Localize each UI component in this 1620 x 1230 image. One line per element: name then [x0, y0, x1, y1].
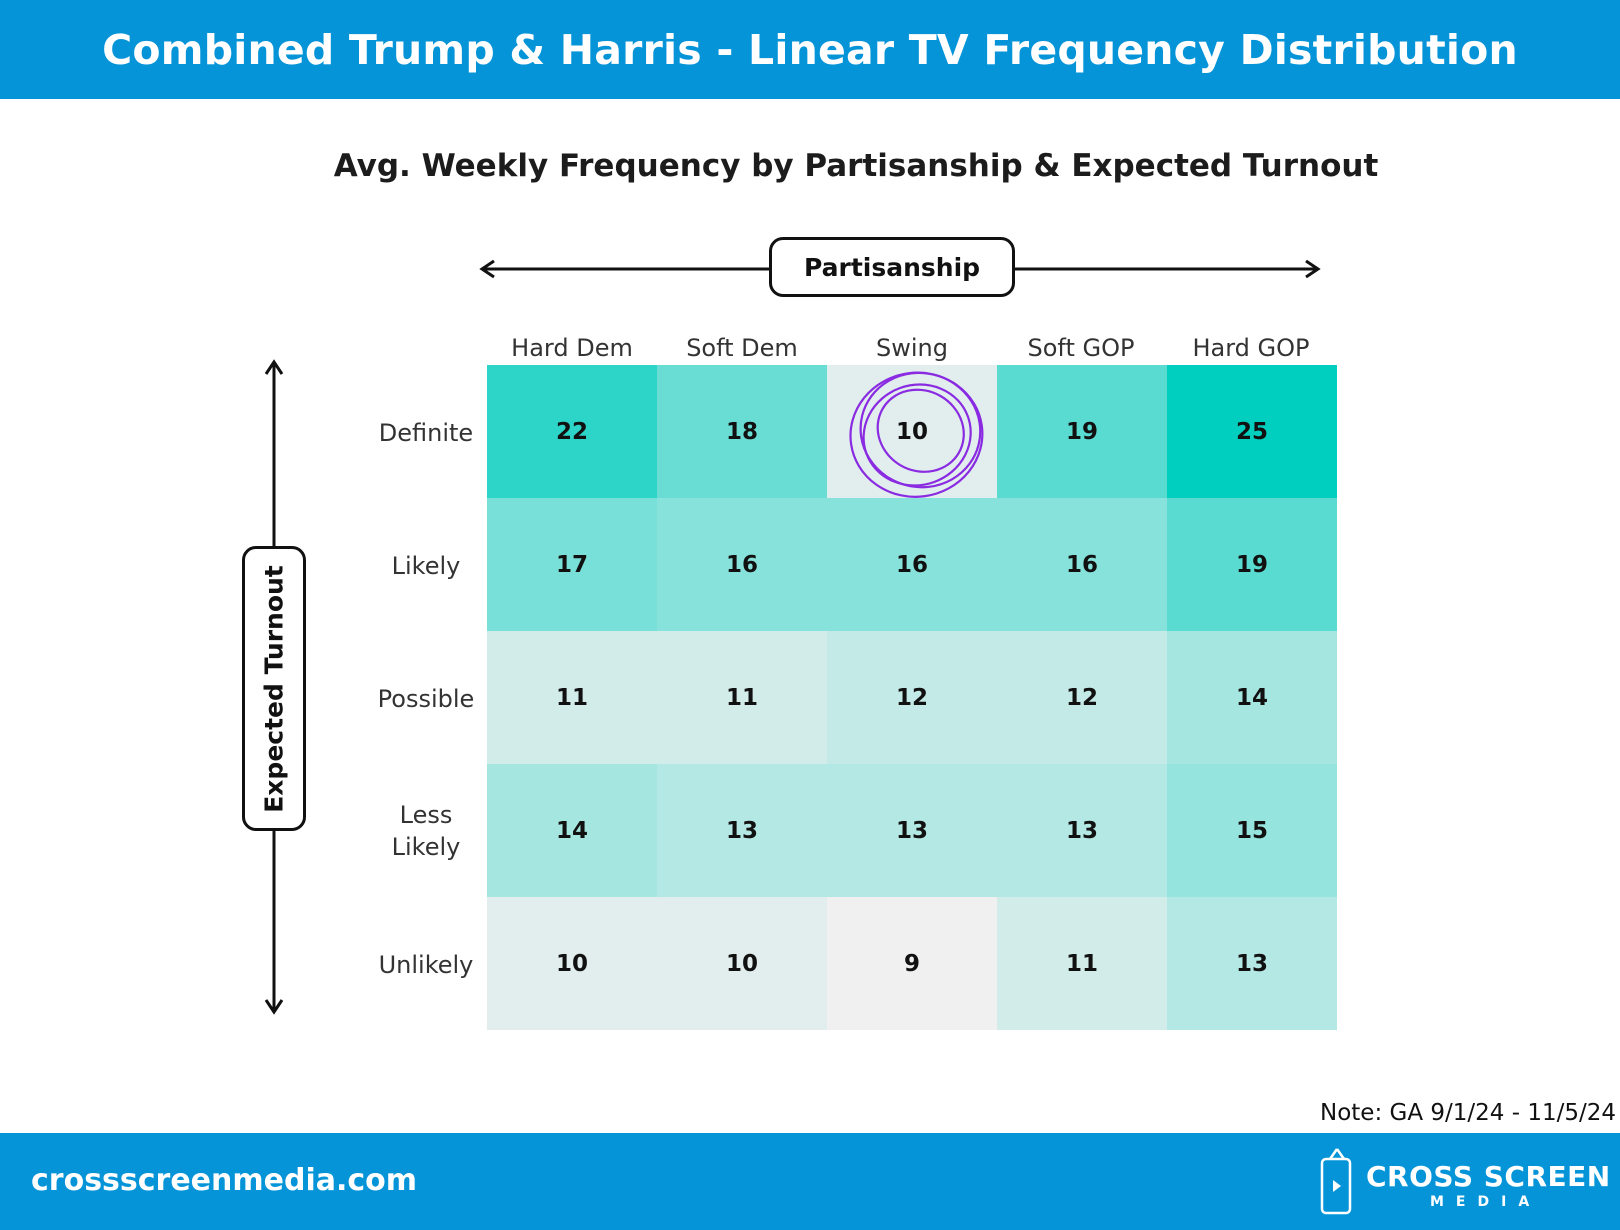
heatmap-cell-definite-hard-gop: 25 — [1167, 365, 1337, 498]
heatmap-cell-unlikely-hard-dem: 10 — [487, 897, 657, 1030]
heatmap-cell-unlikely-soft-dem: 10 — [657, 897, 827, 1030]
heatmap-cell-definite-soft-dem: 18 — [657, 365, 827, 498]
heatmap-cell-less-likely-hard-dem: 14 — [487, 764, 657, 897]
heatmap-cell-likely-swing: 16 — [827, 498, 997, 631]
heatmap-cell-possible-soft-gop: 12 — [997, 631, 1167, 764]
heatmap-cell-unlikely-hard-gop: 13 — [1167, 897, 1337, 1030]
heatmap-cell-likely-soft-gop: 16 — [997, 498, 1167, 631]
heatmap-cell-definite-swing: 10 — [827, 365, 997, 498]
x-axis-arrow — [479, 259, 1321, 279]
row-label-less-likely: Less Likely — [391, 801, 461, 861]
y-axis-title: Expected Turnout — [242, 546, 306, 831]
row-label-possible: Possible — [377, 685, 475, 713]
page-header: Combined Trump & Harris - Linear TV Freq… — [0, 0, 1620, 99]
col-label-hard-gop: Hard GOP — [1192, 334, 1310, 362]
chart-subtitle: Avg. Weekly Frequency by Partisanship & … — [333, 148, 1379, 184]
col-label-hard-dem: Hard Dem — [511, 334, 633, 362]
heatmap-cell-definite-hard-dem: 22 — [487, 365, 657, 498]
brand-name: CROSS SCREEN — [1366, 1160, 1611, 1193]
col-label-swing: Swing — [876, 334, 948, 362]
heatmap-cell-less-likely-hard-gop: 15 — [1167, 764, 1337, 897]
page-footer: crossscreenmedia.com CROSS SCREEN MEDIA — [0, 1133, 1620, 1230]
row-label-likely: Likely — [391, 552, 461, 580]
date-note: Note: GA 9/1/24 - 11/5/24 — [1320, 1100, 1616, 1126]
heatmap-cell-possible-hard-dem: 11 — [487, 631, 657, 764]
heatmap-cell-likely-soft-dem: 16 — [657, 498, 827, 631]
website-link[interactable]: crossscreenmedia.com — [31, 1163, 418, 1198]
y-axis-arrow — [264, 359, 284, 1015]
heatmap-cell-possible-hard-gop: 14 — [1167, 631, 1337, 764]
heatmap-cell-possible-soft-dem: 11 — [657, 631, 827, 764]
heatmap-cell-less-likely-soft-dem: 13 — [657, 764, 827, 897]
heatmap-cell-possible-swing: 12 — [827, 631, 997, 764]
heatmap-cell-definite-soft-gop: 19 — [997, 365, 1167, 498]
heatmap-cell-less-likely-soft-gop: 13 — [997, 764, 1167, 897]
col-label-soft-gop: Soft GOP — [1027, 334, 1135, 362]
tv-logo-icon — [1320, 1148, 1352, 1215]
col-label-soft-dem: Soft Dem — [686, 334, 798, 362]
heatmap-cell-likely-hard-dem: 17 — [487, 498, 657, 631]
heatmap-cell-unlikely-soft-gop: 11 — [997, 897, 1167, 1030]
heatmap-cell-unlikely-swing: 9 — [827, 897, 997, 1030]
row-label-definite: Definite — [378, 419, 474, 447]
page-title: Combined Trump & Harris - Linear TV Freq… — [102, 25, 1518, 74]
heatmap-cell-less-likely-swing: 13 — [827, 764, 997, 897]
heatmap-cell-likely-hard-gop: 19 — [1167, 498, 1337, 631]
x-axis-title: Partisanship — [769, 237, 1015, 297]
row-label-unlikely: Unlikely — [378, 951, 474, 979]
brand-sub: MEDIA — [1430, 1194, 1542, 1210]
